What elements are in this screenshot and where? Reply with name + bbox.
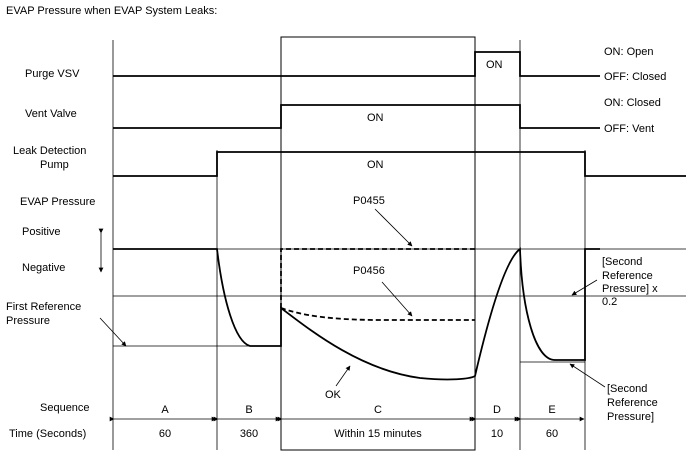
sequence-label: Sequence [40, 402, 90, 414]
evap-pressure-label: EVAP Pressure [20, 196, 95, 208]
sequence-step-a: A [161, 404, 169, 416]
purge-vsv-state-off: OFF: Closed [604, 71, 666, 83]
purge-vsv-label: Purge VSV [25, 68, 80, 80]
phase-boundaries [112, 40, 586, 450]
second-ref-line3: Pressure] [607, 411, 654, 423]
diagram-title: EVAP Pressure when EVAP System Leaks: [6, 5, 217, 17]
purge-vsv-on-label: ON [486, 59, 503, 71]
second-ref-x02-line1: [Second [602, 256, 642, 268]
purge-vsv-state-on: ON: Open [604, 46, 654, 58]
time-step-c: Within 15 minutes [334, 428, 422, 440]
first-reference-label-line1: First Reference [6, 301, 81, 313]
p0455-trace [280, 248, 475, 308]
leak-pump-label-line1: Leak Detection [13, 145, 86, 157]
vent-valve-state-off: OFF: Vent [604, 123, 654, 135]
second-ref-x02-line3: Pressure] x [602, 283, 658, 295]
first-reference-label-line2: Pressure [6, 315, 50, 327]
vent-valve-signal [113, 104, 600, 129]
first-reference-leader [99, 317, 127, 347]
second-ref-line2: Reference [607, 397, 658, 409]
second-ref-x02-line2: Reference [602, 270, 653, 282]
leak-pump-signal [113, 151, 686, 177]
time-step-a: 60 [159, 428, 171, 440]
time-step-d: 10 [491, 428, 503, 440]
p0455-label: P0455 [353, 195, 385, 207]
negative-label: Negative [22, 262, 65, 274]
vent-valve-label: Vent Valve [25, 108, 77, 120]
p0456-trace [280, 307, 475, 321]
time-step-b: 360 [240, 428, 258, 440]
sequence-step-e: E [548, 404, 555, 416]
positive-label: Positive [22, 226, 61, 238]
vent-valve-state-on: ON: Closed [604, 97, 661, 109]
second-ref-leader [569, 363, 606, 388]
second-ref-x02-line4: 0.2 [602, 296, 617, 308]
purge-vsv-signal [113, 51, 600, 77]
sequence-step-b: B [245, 404, 252, 416]
ok-label: OK [325, 389, 342, 401]
leak-pump-label-line2: Pump [40, 159, 69, 171]
leak-pump-on-label: ON [367, 159, 384, 171]
second-ref-line1: [Second [607, 383, 647, 395]
vent-valve-on-label: ON [367, 112, 384, 124]
second-ref-x02-leader [571, 279, 598, 296]
time-label: Time (Seconds) [9, 428, 86, 440]
p0455-leader [374, 208, 413, 247]
evap-pressure-trace [113, 247, 600, 381]
sequence-step-d: D [493, 404, 501, 416]
p0456-label: P0456 [353, 265, 385, 277]
sequence-step-c: C [374, 404, 382, 416]
time-step-e: 60 [546, 428, 558, 440]
sequence-c-box [280, 36, 476, 451]
p0456-leader [381, 281, 413, 317]
ok-leader [335, 365, 351, 387]
